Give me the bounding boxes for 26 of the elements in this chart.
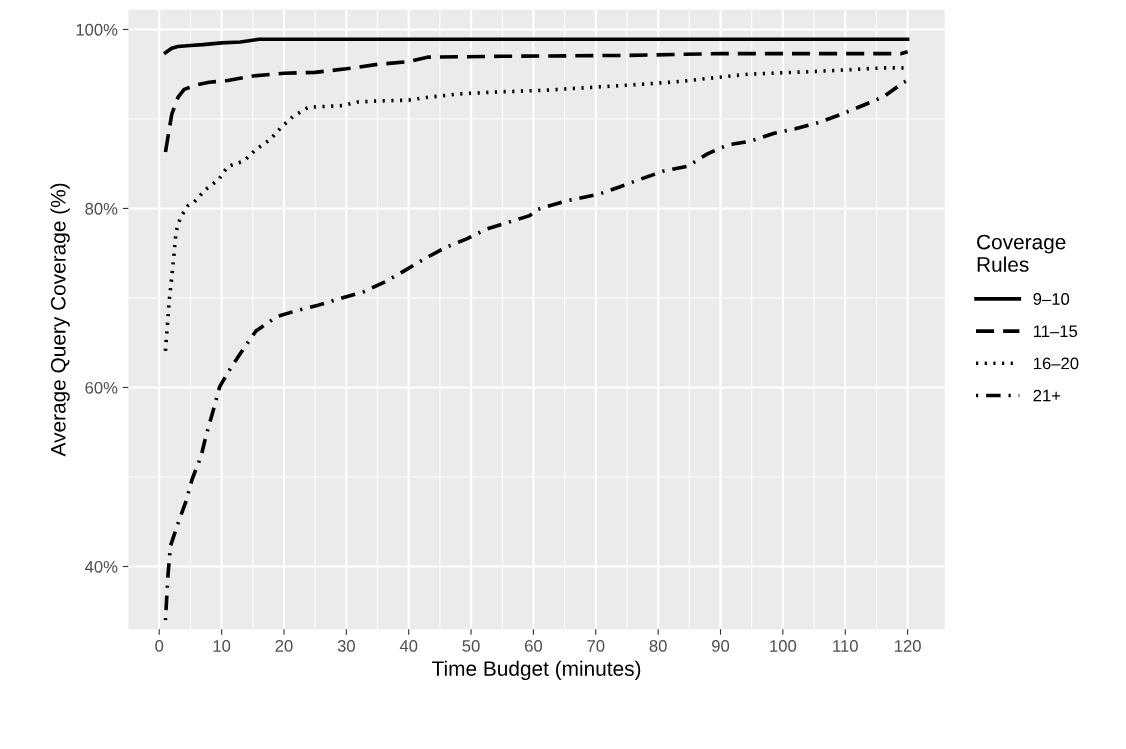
x-tick-label: 70 (587, 640, 605, 652)
x-tick-label: 90 (712, 640, 730, 652)
x-tick-label: 110 (833, 640, 858, 652)
y-axis-title: Average Query Coverage (%) (50, 183, 70, 457)
x-tick-label: 60 (525, 640, 543, 652)
x-tick-label: 0 (155, 640, 164, 652)
x-tick-label: 100 (770, 640, 797, 652)
x-tick-label: 80 (649, 640, 667, 652)
legend-label: 16–20 (1033, 357, 1079, 370)
y-tick-label: 60% (85, 381, 118, 394)
x-axis-title: Time Budget (minutes) (432, 660, 641, 681)
x-tick-label: 20 (275, 640, 293, 652)
x-tick-label: 50 (462, 640, 480, 652)
line-series (163, 50, 910, 154)
line-series (163, 37, 910, 55)
legend-label: 21+ (1033, 389, 1061, 402)
legend-label: 9–10 (1033, 293, 1070, 305)
x-tick-label: 10 (213, 640, 231, 652)
x-tick-label: 30 (337, 640, 355, 652)
x-tick-label: 40 (399, 640, 418, 652)
y-tick-label: 100% (76, 23, 118, 36)
legend-title: Coverage Rules (977, 234, 1066, 272)
y-tick-label: 40% (84, 560, 118, 573)
y-tick-label: 80% (85, 202, 118, 215)
legend-label: 11–15 (1033, 325, 1078, 338)
x-tick-label: 120 (894, 640, 921, 652)
